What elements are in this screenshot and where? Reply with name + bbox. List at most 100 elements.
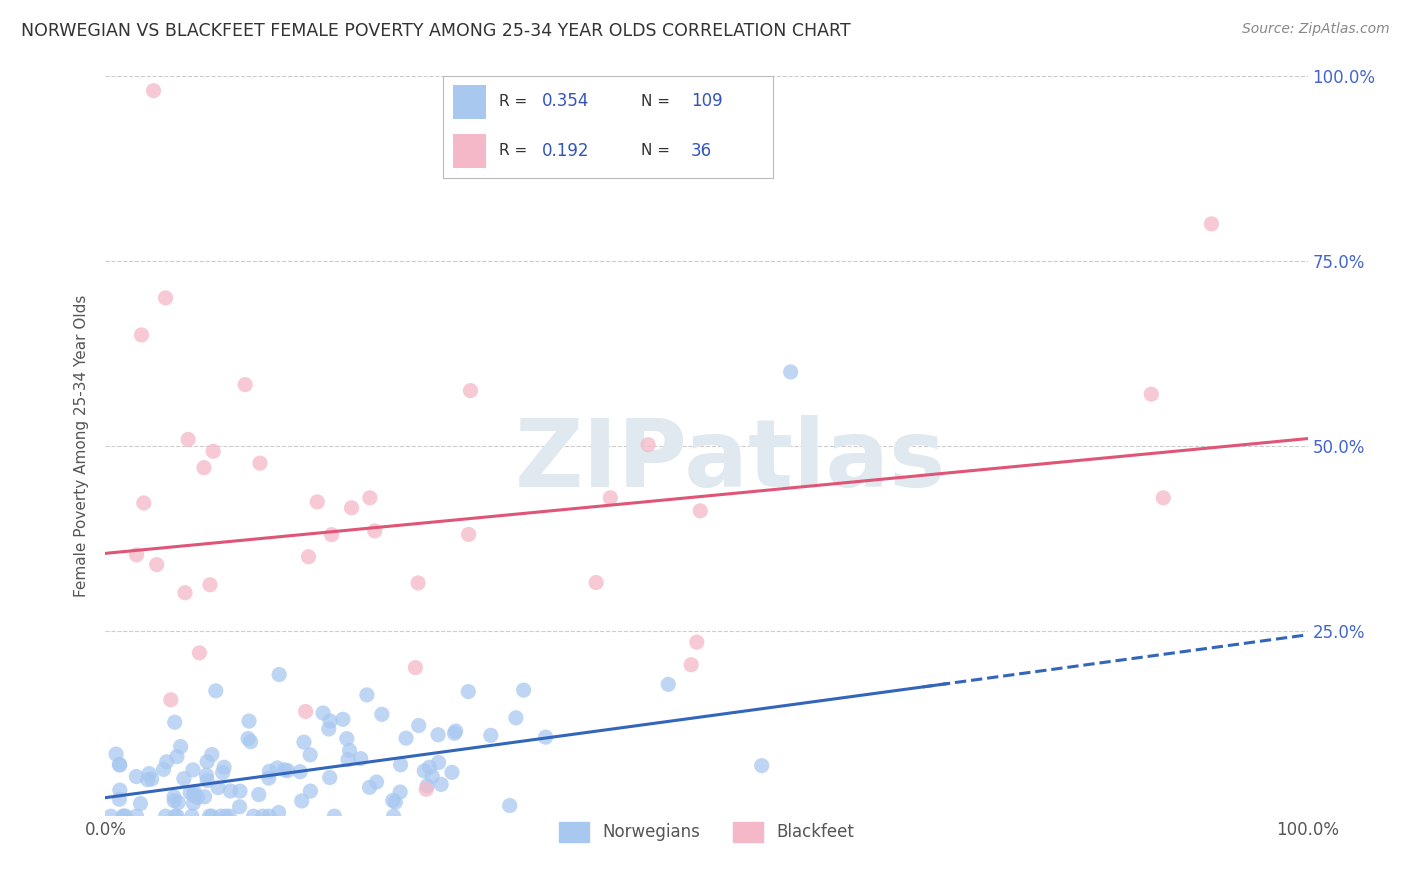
Point xyxy=(319,714,342,728)
Point xyxy=(155,809,177,823)
Point xyxy=(356,688,378,702)
Point xyxy=(288,764,311,779)
Point xyxy=(239,735,262,749)
Point xyxy=(381,793,404,807)
Point xyxy=(252,809,274,823)
Y-axis label: Female Poverty Among 25-34 Year Olds: Female Poverty Among 25-34 Year Olds xyxy=(75,295,90,597)
Point xyxy=(141,772,163,786)
Point xyxy=(183,797,205,811)
Point xyxy=(125,770,148,784)
Point xyxy=(195,773,218,788)
Point xyxy=(138,766,160,780)
Point xyxy=(534,730,557,744)
Point xyxy=(201,809,224,823)
Point xyxy=(249,456,271,470)
Point xyxy=(430,777,453,791)
Point xyxy=(105,747,128,761)
Point xyxy=(188,646,211,660)
Point xyxy=(177,433,200,447)
Point xyxy=(307,495,329,509)
Bar xyxy=(453,85,486,119)
Text: NORWEGIAN VS BLACKFEET FEMALE POVERTY AMONG 25-34 YEAR OLDS CORRELATION CHART: NORWEGIAN VS BLACKFEET FEMALE POVERTY AM… xyxy=(21,22,851,40)
Point xyxy=(292,735,315,749)
Point xyxy=(637,438,659,452)
Point xyxy=(125,809,148,823)
Point xyxy=(415,782,437,797)
Point xyxy=(108,783,131,797)
Point xyxy=(174,585,197,599)
Point xyxy=(132,496,155,510)
Point xyxy=(166,749,188,764)
Point xyxy=(166,809,188,823)
Point xyxy=(440,765,463,780)
Point xyxy=(238,714,260,728)
Point xyxy=(201,747,224,762)
Point xyxy=(163,715,186,730)
Point xyxy=(337,753,360,767)
Point xyxy=(599,491,621,505)
Point xyxy=(125,548,148,562)
Text: R =: R = xyxy=(499,144,527,158)
Text: N =: N = xyxy=(641,144,671,158)
Point xyxy=(183,785,205,799)
Point xyxy=(395,731,418,746)
Point xyxy=(247,788,270,802)
Point xyxy=(779,365,801,379)
Point xyxy=(236,731,259,746)
Point xyxy=(155,291,177,305)
Point xyxy=(257,771,280,785)
Point xyxy=(512,683,534,698)
Point xyxy=(266,761,288,775)
Point xyxy=(1140,387,1163,401)
Point xyxy=(332,712,354,726)
Point xyxy=(108,757,131,772)
Point xyxy=(413,764,436,778)
Legend: Norwegians, Blackfeet: Norwegians, Blackfeet xyxy=(553,815,860,848)
Point xyxy=(657,677,679,691)
Point xyxy=(211,765,233,780)
Point xyxy=(207,780,229,795)
Point xyxy=(294,705,316,719)
Point xyxy=(142,84,165,98)
Point xyxy=(457,527,479,541)
Point xyxy=(257,809,280,823)
Point xyxy=(229,784,252,798)
Point xyxy=(416,779,439,793)
Bar xyxy=(453,135,486,168)
Point xyxy=(457,684,479,698)
Point xyxy=(408,718,430,732)
Point xyxy=(183,788,205,802)
Point xyxy=(299,747,322,762)
Point xyxy=(1152,491,1174,505)
Point xyxy=(366,775,388,789)
Point xyxy=(406,576,429,591)
Text: ZIPatlas: ZIPatlas xyxy=(515,415,946,507)
Point xyxy=(233,377,256,392)
Text: N =: N = xyxy=(641,94,671,109)
Point xyxy=(291,794,314,808)
Point xyxy=(297,549,319,564)
Point xyxy=(163,794,186,808)
Point xyxy=(180,809,202,823)
Point xyxy=(389,785,412,799)
Point xyxy=(129,797,152,811)
Point xyxy=(193,460,215,475)
Point xyxy=(163,789,186,804)
Point xyxy=(427,728,450,742)
Point xyxy=(212,760,235,774)
Point xyxy=(198,809,221,823)
Point xyxy=(336,731,359,746)
Point xyxy=(404,660,426,674)
Point xyxy=(686,635,709,649)
Point xyxy=(751,758,773,772)
Point xyxy=(350,751,373,765)
Text: R =: R = xyxy=(499,94,527,109)
Point xyxy=(318,722,340,736)
Point xyxy=(167,796,190,810)
Point xyxy=(443,726,465,740)
Point xyxy=(359,491,381,505)
Point xyxy=(112,809,135,823)
Point xyxy=(1201,217,1223,231)
Point xyxy=(195,768,218,782)
Point xyxy=(340,500,363,515)
